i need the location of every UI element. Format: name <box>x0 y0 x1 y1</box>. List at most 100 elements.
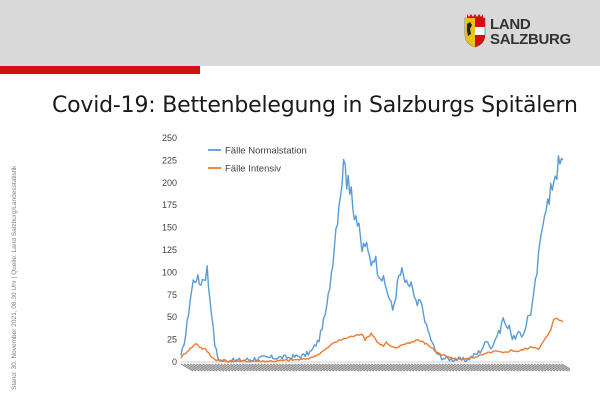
x-tick-label <box>509 363 522 372</box>
x-tick-label <box>536 363 550 372</box>
x-tick-label <box>413 363 427 372</box>
x-tick-label <box>496 363 510 372</box>
x-tick-label <box>281 363 295 372</box>
series-line-normalstation <box>180 155 564 363</box>
x-tick-label <box>248 363 261 372</box>
x-tick-label <box>349 363 363 372</box>
x-tick-label <box>462 363 476 372</box>
x-tick-label <box>318 363 332 372</box>
x-tick-label <box>331 363 344 372</box>
x-tick-label <box>334 363 347 372</box>
x-tick-label <box>441 363 455 372</box>
x-tick-label <box>223 363 237 372</box>
x-tick-label <box>380 363 393 372</box>
x-tick-label <box>410 363 424 372</box>
x-tick-label <box>189 363 203 372</box>
y-tick-label: 125 <box>162 245 177 255</box>
x-tick-label <box>420 363 433 372</box>
x-tick-label <box>416 363 430 372</box>
y-tick-label: 250 <box>162 133 177 143</box>
x-tick-label <box>401 363 415 372</box>
x-tick-label <box>518 363 531 372</box>
x-tick-label <box>199 363 212 372</box>
x-tick-label <box>205 363 218 372</box>
x-tick-label <box>361 363 375 372</box>
y-tick-label: 25 <box>167 335 177 345</box>
x-tick-label <box>260 363 274 372</box>
accent-red-bar <box>0 66 200 74</box>
x-tick-label <box>214 363 228 372</box>
x-tick-label <box>208 363 222 372</box>
x-tick-label <box>450 363 464 372</box>
x-tick-label <box>524 363 538 372</box>
x-tick-label <box>235 363 249 372</box>
x-tick-label <box>309 363 323 372</box>
x-tick-label <box>469 363 482 372</box>
y-tick-label: 50 <box>167 312 177 322</box>
x-tick-label <box>533 363 547 372</box>
y-tick-label: 200 <box>162 178 177 188</box>
x-tick-label <box>493 363 507 372</box>
series-line-intensiv <box>180 317 564 363</box>
x-tick-label <box>269 363 283 372</box>
legend-label-normalstation: Fälle Normalstation <box>225 146 307 157</box>
x-tick-label <box>548 363 562 372</box>
x-tick-label <box>211 363 225 372</box>
x-tick-label <box>315 363 329 372</box>
x-tick-label <box>484 363 498 372</box>
y-tick-label: 175 <box>162 200 177 210</box>
x-tick-label <box>499 363 513 372</box>
x-tick-label <box>364 363 378 372</box>
x-tick-label <box>395 363 409 372</box>
x-tick-label <box>389 363 403 372</box>
x-tick-label <box>217 363 231 372</box>
x-tick-label <box>435 363 449 372</box>
x-tick-label <box>487 363 501 372</box>
x-tick-label <box>539 363 553 372</box>
x-tick-label <box>407 363 421 372</box>
x-tick-label <box>337 363 350 372</box>
x-tick-label <box>272 363 286 372</box>
x-tick-label <box>432 363 446 372</box>
x-tick-label <box>355 363 369 372</box>
x-tick-label <box>229 363 243 372</box>
x-tick-label <box>288 363 301 372</box>
x-tick-label <box>527 363 541 372</box>
y-tick-label: 150 <box>162 223 177 233</box>
x-tick-label <box>426 363 439 372</box>
x-tick-label <box>346 363 360 372</box>
x-tick-label <box>447 363 461 372</box>
x-tick-label <box>505 363 519 372</box>
x-tick-label <box>374 363 387 372</box>
x-tick-label <box>429 363 442 372</box>
x-tick-label <box>466 363 479 372</box>
x-tick-label <box>226 363 240 372</box>
x-tick-label <box>220 363 234 372</box>
logo-line-salzburg: SALZBURG <box>490 31 571 48</box>
x-tick-label <box>530 363 544 372</box>
x-tick-label <box>285 363 298 372</box>
x-tick-label <box>502 363 516 372</box>
x-tick-label <box>453 363 467 372</box>
coat-of-arms-icon <box>464 14 486 48</box>
x-tick-label <box>300 363 314 372</box>
x-tick-label <box>472 363 485 372</box>
x-tick-label <box>561 363 570 372</box>
x-tick-label <box>196 363 209 372</box>
x-tick-label <box>358 363 372 372</box>
x-tick-label <box>456 363 470 372</box>
x-tick-label <box>392 363 406 372</box>
x-tick-label <box>558 363 570 372</box>
source-note: Stand: 30. November 2021, 08.30 Uhr | Qu… <box>11 165 18 390</box>
x-tick-label <box>515 363 528 372</box>
x-tick-label <box>278 363 292 372</box>
x-tick-label <box>242 363 255 372</box>
y-tick-label: 225 <box>162 155 177 165</box>
x-tick-label <box>352 363 366 372</box>
x-tick-label <box>542 363 556 372</box>
x-tick-label <box>545 363 559 372</box>
x-tick-label <box>232 363 246 372</box>
x-tick-label <box>238 363 252 372</box>
x-tick-label <box>512 363 525 372</box>
x-tick-label <box>275 363 289 372</box>
